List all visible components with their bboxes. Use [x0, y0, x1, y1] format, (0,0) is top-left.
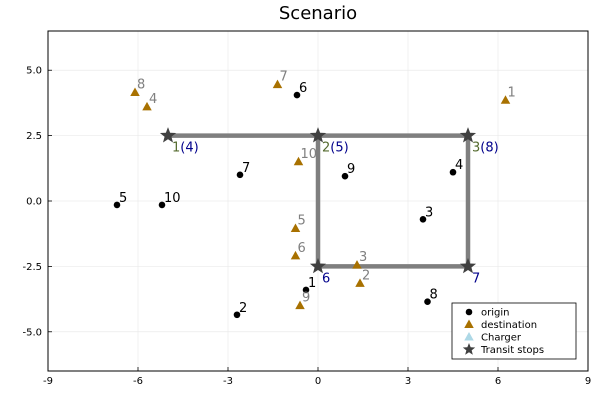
destination-point	[290, 250, 301, 260]
legend-destination-marker	[464, 319, 474, 328]
origin-label: 10	[164, 191, 181, 206]
destination-label: 4	[149, 92, 157, 107]
transit-stop-label: 2(5)	[322, 141, 349, 156]
destination-label: 10	[301, 147, 318, 162]
transit-stop-index: (8)	[480, 141, 498, 156]
origin-point	[158, 201, 166, 209]
data-marks	[113, 79, 511, 319]
y-tick-label: -2.5	[22, 262, 42, 273]
origin-label: 8	[430, 288, 438, 303]
destination-label: 9	[302, 291, 310, 306]
y-tick-label: 2.5	[26, 131, 42, 142]
transit-stop-label: 7	[472, 271, 480, 286]
transit-stop-id: 1	[172, 141, 180, 156]
axis-ticks: -9 -6 -3 0 3 6 9-5.0-2.50.02.55.0	[22, 66, 591, 387]
destination-label: 1	[508, 85, 516, 100]
origin-point	[419, 216, 427, 223]
x-tick-label: -3	[223, 376, 233, 387]
y-tick-label: -5.0	[22, 327, 42, 338]
x-tick-label: 0	[315, 376, 321, 387]
transit-stop-label: 1(4)	[172, 141, 199, 156]
x-tick-label: 6	[495, 376, 501, 387]
origin-label: 2	[239, 301, 247, 316]
transit-stop-id: 3	[472, 141, 480, 156]
origin-label: 6	[299, 81, 307, 96]
destination-label: 6	[298, 241, 306, 256]
origin-point	[449, 168, 457, 176]
destination-label: 5	[298, 213, 306, 228]
transit-stop-point	[309, 257, 327, 274]
transit-stop-point	[309, 127, 327, 143]
transit-stop-id: 2	[322, 141, 330, 156]
destination-label: 2	[362, 268, 370, 283]
destination-point	[352, 260, 362, 269]
x-tick-label: -9	[43, 376, 53, 387]
destination-point	[130, 87, 140, 96]
origin-point	[113, 201, 121, 209]
legend-charger-marker	[464, 332, 474, 341]
transit-stop-point	[159, 127, 177, 143]
origin-point	[233, 311, 241, 319]
transit-stop-index: (5)	[330, 141, 348, 156]
origin-point	[424, 298, 431, 305]
origin-label: 3	[425, 205, 433, 220]
x-tick-label: 3	[405, 376, 411, 387]
destination-point	[500, 95, 511, 104]
origin-point	[302, 286, 310, 294]
destination-point	[293, 156, 304, 166]
x-tick-label: -6	[133, 376, 143, 387]
destination-point	[142, 101, 152, 111]
x-tick-label: 9	[585, 376, 591, 387]
legend-entry: Charger	[481, 333, 522, 344]
y-tick-label: 0.0	[26, 197, 42, 208]
origin-label: 5	[119, 191, 127, 206]
origin-label: 9	[347, 162, 355, 177]
transit-stop-point	[459, 257, 477, 274]
destination-label: 3	[359, 250, 367, 265]
origin-point	[293, 91, 301, 99]
transit-stop-index: 7	[472, 271, 480, 286]
destination-point	[290, 223, 301, 232]
origin-label: 4	[455, 158, 463, 173]
legend-entry: destination	[481, 320, 537, 331]
origin-label: 7	[242, 161, 250, 176]
destination-point	[355, 278, 365, 287]
transit-stop-index: 6	[322, 271, 330, 286]
destination-label: 8	[137, 77, 145, 92]
transit-stop-label: 6	[322, 271, 330, 286]
legend-entry: origin	[481, 308, 509, 319]
transit-stop-label: 3(8)	[472, 141, 499, 156]
transit-stop-index: (4)	[180, 141, 198, 156]
legend-entry: Transit stops	[480, 345, 544, 356]
legend-transit-marker	[462, 343, 476, 355]
transit-stop-point	[459, 127, 477, 143]
origin-label: 1	[308, 276, 316, 291]
origin-point	[341, 172, 349, 180]
destination-point	[272, 79, 283, 89]
origin-point	[236, 171, 244, 179]
legend-origin-marker	[465, 308, 473, 316]
destination-point	[295, 300, 305, 310]
y-tick-label: 5.0	[26, 66, 42, 77]
destination-label: 7	[280, 70, 288, 85]
legend-box	[451, 302, 577, 360]
chart-title: Scenario	[279, 3, 357, 24]
